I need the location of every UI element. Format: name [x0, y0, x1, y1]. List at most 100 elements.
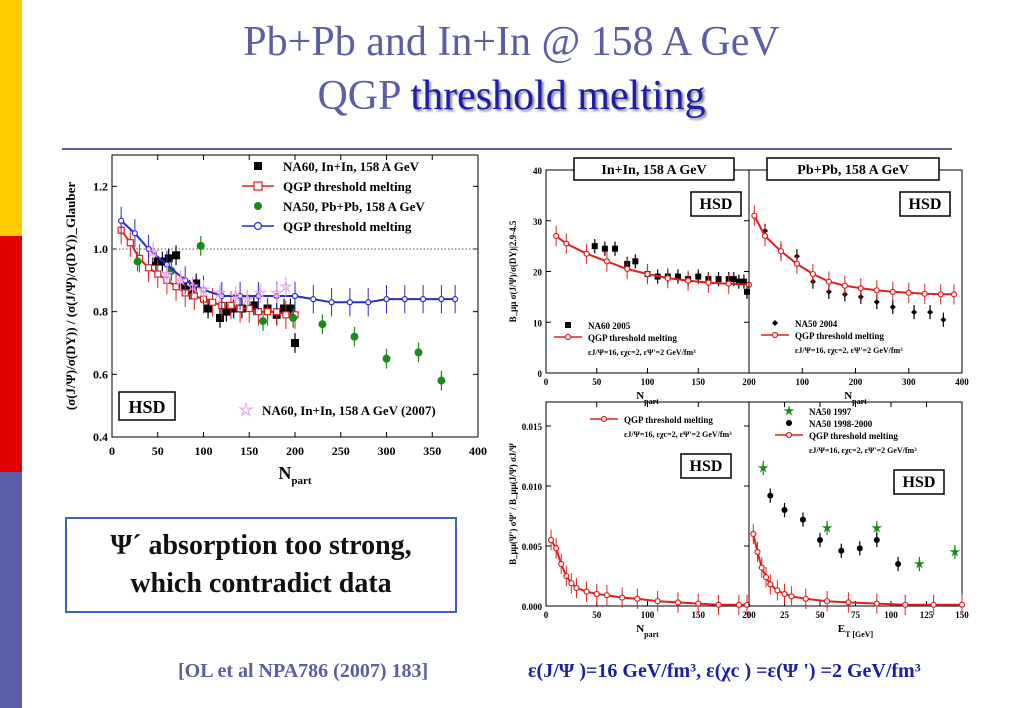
data-point [612, 245, 619, 252]
x-tick-label: 350 [423, 444, 441, 458]
data-point [873, 537, 880, 543]
callout-line1: Ψ´ absorption too strong, [110, 530, 412, 561]
data-point [857, 285, 864, 292]
data-point [286, 304, 295, 313]
data-point [279, 279, 293, 293]
x-tick-label: 50 [816, 610, 826, 620]
data-point [823, 598, 831, 605]
legend-entry: QGP threshold melting [283, 179, 412, 194]
data-point [553, 232, 560, 240]
x-tick-label: 50 [152, 444, 164, 458]
data-point [558, 560, 565, 568]
data-point [350, 332, 359, 341]
legend-marker [772, 320, 778, 326]
data-point [654, 598, 661, 605]
hsd-badge-box [690, 191, 742, 217]
legend-entry: NA60, In+In, 158 A GeV [283, 159, 420, 174]
data-point [145, 264, 153, 272]
data-point [889, 288, 896, 295]
data-point [774, 587, 781, 594]
data-point [437, 376, 446, 385]
data-point [192, 279, 201, 288]
data-point [438, 296, 445, 303]
data-point [664, 274, 671, 282]
x-tick-label: 50 [592, 610, 602, 620]
data-point [282, 311, 290, 319]
data-point [146, 245, 160, 258]
x-tick-label: 200 [742, 377, 756, 387]
y-axis-label: B_μμ σ(J/Ψ)/σ(DY)|2.9-4.5 [508, 220, 518, 322]
data-point [160, 267, 174, 280]
stripe-yellow [0, 0, 22, 236]
data-point [715, 601, 722, 608]
data-point [674, 273, 681, 280]
data-point [245, 304, 253, 313]
slide-title-line2: QGP threshold melting [0, 72, 1023, 120]
chart-panel-1: 0 50 100 150 200 250 300 350 400 0.4 0.6 0.8 1.0 1.2 N… [63, 154, 487, 487]
data-point [420, 296, 427, 303]
data-point [131, 230, 138, 237]
data-point [873, 600, 880, 607]
y-axis-label: B_μμ(Ψ') σΨ' / B_μμ(J/Ψ) σJ/Ψ [508, 443, 518, 565]
series-3 [750, 523, 966, 615]
data-point [735, 601, 742, 608]
x-tick-label: 150 [240, 444, 258, 458]
x-tick-label: 400 [469, 444, 487, 458]
data-point [802, 595, 809, 602]
hsd-badge: HSD [700, 196, 733, 213]
title-rule [62, 148, 952, 150]
data-point [695, 600, 702, 607]
slide-title-line1: Pb+Pb and In+In @ 158 A GeV [243, 19, 780, 65]
x-axis-label-sub: part [644, 630, 659, 639]
legend-note: εJ/Ψ=16, εχc=2, εΨ'=2 GeV/fm³ [809, 446, 917, 455]
data-point [838, 547, 845, 554]
data-point [715, 276, 722, 283]
x-tick-label: 150 [692, 610, 706, 620]
data-point [735, 278, 742, 285]
legend-entry: NA50, Pb+Pb, 158 A GeV [283, 199, 425, 214]
data-point [310, 296, 317, 303]
panel-title-box [573, 157, 735, 181]
panel-title: Pb+Pb, 158 A GeV [797, 163, 908, 178]
y-tick-label: 40 [533, 166, 543, 176]
panel-title-box [766, 157, 940, 181]
data-point [591, 243, 598, 250]
data-point [401, 296, 408, 303]
data-point [873, 287, 880, 294]
data-point [258, 317, 267, 326]
x-axis-label-main: E [838, 623, 845, 635]
legend-entry: NA60, In+In, 158 A GeV (2007) [262, 403, 436, 418]
series-line [550, 539, 747, 606]
y-tick-label: 1.2 [93, 179, 108, 193]
legend-entry: QGP threshold melting [588, 333, 677, 343]
data-point [179, 282, 188, 291]
legend-note: εJ/Ψ=16, εχc=2, εΨ'=2 GeV/fm³ [624, 430, 732, 439]
y-tick-label: 0.8 [93, 305, 108, 319]
data-point [215, 313, 224, 322]
data-point [228, 288, 243, 302]
data-point [809, 270, 817, 278]
data-point [632, 258, 639, 265]
data-point [583, 588, 590, 595]
y-tick-label: 0.4 [93, 430, 108, 444]
data-point [949, 546, 961, 557]
data-point [583, 250, 590, 257]
legend-entry: QGP threshold melting [795, 331, 884, 341]
y-tick-label: 0.005 [522, 542, 543, 552]
data-point [871, 522, 883, 533]
stripe-red [0, 236, 22, 472]
data-point [750, 530, 757, 538]
data-point [674, 599, 682, 606]
y-tick-label: 0.000 [522, 602, 543, 612]
data-point [222, 307, 231, 316]
data-point [634, 595, 641, 602]
data-point [196, 241, 205, 250]
x-axis-label-main: N [636, 623, 644, 635]
data-point [291, 339, 299, 347]
data-point [958, 601, 966, 608]
data-point [684, 277, 692, 284]
x-tick-label: 100 [641, 610, 655, 620]
legend-marker [564, 333, 572, 341]
data-point [761, 232, 769, 240]
